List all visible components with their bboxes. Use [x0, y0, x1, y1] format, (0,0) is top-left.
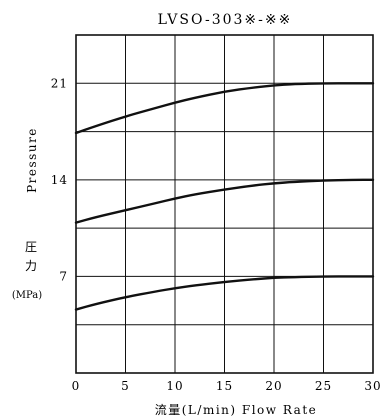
x-tick-label: 20	[265, 379, 282, 393]
x-tick-label: 10	[166, 379, 183, 393]
series-line-2	[74, 178, 375, 224]
chart-title: LVSO-303※-※※	[158, 12, 293, 28]
y-tick-label: 21	[51, 76, 68, 90]
y-axis-unit: (MPa)	[12, 290, 42, 301]
x-axis-label: 流量(L/min) Flow Rate	[155, 403, 318, 417]
y-tick-label: 14	[51, 173, 68, 187]
y-axis-label-jp-2: 力	[25, 259, 37, 273]
grid	[76, 35, 373, 373]
x-tick-label: 5	[121, 379, 130, 393]
series-line-3	[74, 275, 375, 311]
x-tick-labels: 0 5 10 15 20 25 30	[72, 379, 381, 393]
x-tick-label: 15	[216, 379, 233, 393]
series-line-1	[74, 82, 375, 135]
x-tick-label: 30	[364, 379, 381, 393]
x-tick-label: 0	[72, 379, 81, 393]
plot-frame	[75, 34, 374, 374]
series-group	[74, 82, 375, 311]
x-tick-label: 25	[315, 379, 332, 393]
y-axis-label: Pressure	[25, 127, 39, 193]
y-tick-labels: 7 14 21	[51, 76, 68, 283]
y-tick-label: 7	[59, 269, 68, 283]
y-axis-label-jp-1: 圧	[25, 240, 37, 254]
